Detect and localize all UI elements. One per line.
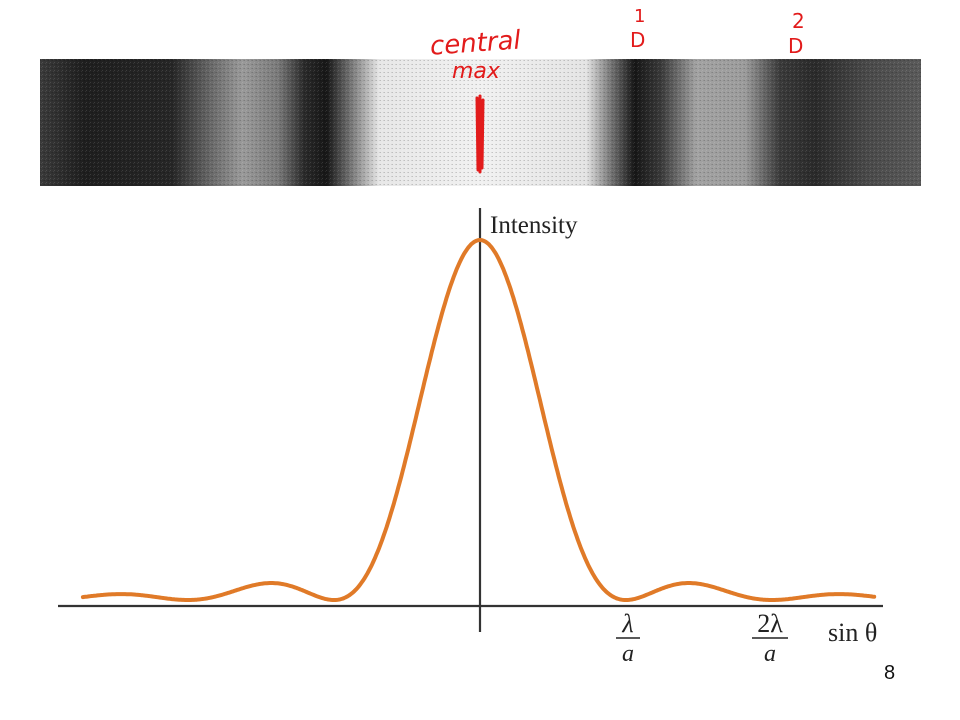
intensity-curve xyxy=(80,238,877,602)
tick-label-lambda-over-a: λ a xyxy=(616,609,640,667)
first-min-letter: D xyxy=(630,28,645,52)
tick-1-numerator: λ xyxy=(621,609,633,638)
central-max-handwriting: central max xyxy=(429,25,522,84)
tick-2-numerator: 2λ xyxy=(757,609,783,638)
second-min-number: 2 xyxy=(792,9,805,33)
second-minimum-handwriting: 2 D xyxy=(788,9,805,58)
handwritten-annotations: central max 1 D 2 D xyxy=(429,6,805,174)
first-minimum-handwriting: 1 D xyxy=(630,6,645,52)
first-min-number: 1 xyxy=(634,6,645,27)
max-label: max xyxy=(452,59,501,84)
central-label: central xyxy=(429,25,522,61)
y-axis-label: Intensity xyxy=(490,212,578,239)
tick-1-denominator: a xyxy=(622,641,634,667)
tick-label-2-lambda-over-a: 2λ a xyxy=(752,609,788,667)
intensity-plot: Intensity λ a 2λ a sin θ xyxy=(58,208,883,667)
slide-number: 8 xyxy=(884,662,896,684)
x-axis-label: sin θ xyxy=(828,618,877,647)
central-max-marker xyxy=(475,94,485,174)
tick-2-denominator: a xyxy=(764,641,776,667)
second-min-letter: D xyxy=(788,34,803,58)
